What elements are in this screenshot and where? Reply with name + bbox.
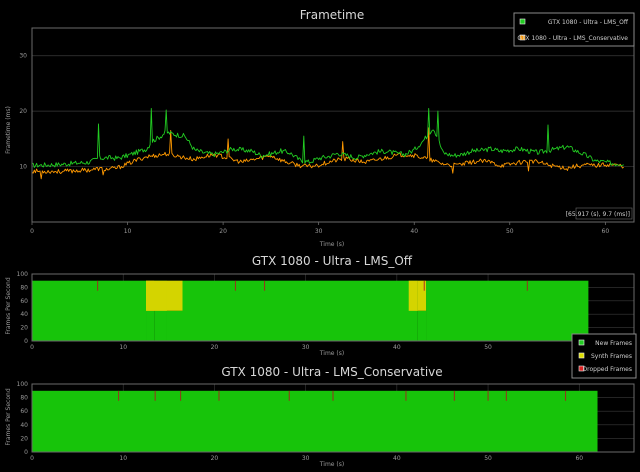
legend-label-dropped-frames: Dropped Frames: [583, 366, 632, 373]
series-lms-conservative-line: [31, 127, 624, 180]
lms-off-chart: GTX 1080 - Ultra - LMS_Off 0 10 20 30 40 50 0…: [5, 254, 635, 357]
legend-swatch-synth-frames: [578, 352, 585, 359]
lms-conservative-y-tick-label: 80: [20, 395, 28, 402]
frametime-y-tick-label: 10: [19, 164, 27, 171]
frametime-legend-box: [513, 12, 635, 47]
cursor-readout: [65.917 (s), 9.7 (ms)]: [566, 211, 630, 218]
lms-off-x-tick-label: 40: [393, 344, 401, 351]
cursor-readout-box: [575, 207, 633, 220]
frametime-x-tick-label: 50: [506, 228, 514, 235]
frametime-x-label: Time (s): [319, 241, 344, 248]
lms-off-new-frames-under-synth: [417, 310, 427, 341]
lms-off-y-tick-label: 0: [24, 338, 28, 345]
frametime-x-ticks: 0 10 20 30 40 50 60: [30, 222, 609, 235]
lms-off-y-label: Frames Per Second: [5, 277, 12, 334]
frametime-y-tick-label: 20: [19, 108, 27, 115]
legend-swatch-lms-off: [519, 18, 526, 25]
lms-off-x-tick-label: 0: [30, 344, 34, 351]
frametime-x-tick-label: 30: [315, 228, 323, 235]
frametime-legend: GTX 1080 - Ultra - LMS_Off GTX 1080 - Ul…: [513, 12, 635, 47]
lms-conservative-new-frames-area: [32, 390, 598, 452]
lms-conservative-area: [32, 390, 598, 452]
frametime-series: [31, 107, 624, 180]
lms-off-y-tick-label: 100: [17, 271, 29, 278]
lms-off-x-tick-label: 50: [484, 344, 492, 351]
frametime-y-ticks: 10 20 30: [19, 53, 27, 171]
legend-swatch-new-frames: [578, 339, 585, 346]
legend-swatch-dropped-frames: [578, 365, 585, 372]
lms-off-x-label: Time (s): [319, 350, 344, 357]
frametime-x-tick-label: 10: [124, 228, 132, 235]
lms-off-y-tick-label: 60: [20, 298, 28, 305]
lms-off-x-ticks: 0 10 20 30 40 50: [30, 344, 492, 351]
lms-conservative-x-tick-label: 60: [575, 455, 583, 462]
lms-conservative-x-tick-label: 30: [302, 455, 310, 462]
lms-conservative-y-label: Frames Per Second: [5, 388, 12, 445]
lms-off-x-tick-label: 30: [302, 344, 310, 351]
lms-conservative-plot-border: [31, 383, 635, 453]
legend-label-lms-off: GTX 1080 - Ultra - LMS_Off: [548, 19, 629, 26]
lms-off-plot-border: [31, 273, 635, 342]
lms-off-area: [32, 280, 589, 341]
lms-conservative-x-ticks: 0 10 20 30 40 50 60: [30, 455, 583, 462]
lms-conservative-y-tick-label: 0: [24, 449, 28, 456]
lms-conservative-y-tick-label: 40: [20, 422, 28, 429]
lms-off-y-tick-label: 80: [20, 284, 28, 291]
lms-off-synth-gap: [408, 280, 418, 311]
lms-conservative-chart: GTX 1080 - Ultra - LMS_Conservative 0 10 2…: [5, 365, 635, 468]
lms-off-new-frames-under-synth: [166, 310, 183, 341]
lms-off-new-frames-area: [32, 280, 589, 341]
frametime-x-tick-label: 0: [30, 228, 34, 235]
lms-conservative-x-tick-label: 10: [119, 455, 127, 462]
lms-conservative-x-tick-label: 0: [30, 455, 34, 462]
frametime-y-tick-label: 30: [19, 53, 27, 60]
lms-off-title: GTX 1080 - Ultra - LMS_Off: [252, 254, 413, 268]
legend-label-synth-frames: Synth Frames: [591, 353, 632, 360]
frame-type-legend: New Frames Synth Frames Dropped Frames: [571, 333, 637, 379]
lms-conservative-y-ticks: 0 20 40 60 80 100: [17, 381, 29, 456]
lms-conservative-x-label: Time (s): [319, 461, 344, 468]
lms-conservative-title: GTX 1080 - Ultra - LMS_Conservative: [221, 365, 442, 379]
legend-swatch-lms-conservative: [519, 34, 526, 41]
lms-off-x-tick-label: 10: [119, 344, 127, 351]
lms-off-y-tick-label: 40: [20, 311, 28, 318]
lms-conservative-y-tick-label: 20: [20, 435, 28, 442]
series-lms-off-line: [31, 107, 624, 168]
lms-off-synth-frames-region: [166, 280, 183, 311]
frametime-x-tick-label: 20: [219, 228, 227, 235]
frametime-title: Frametime: [300, 8, 365, 22]
frametime-x-tick-label: 60: [602, 228, 610, 235]
lms-off-new-frames-under-synth: [146, 310, 155, 341]
lms-off-x-tick-label: 20: [211, 344, 219, 351]
legend-label-new-frames: New Frames: [595, 340, 632, 347]
lms-conservative-x-tick-label: 50: [484, 455, 492, 462]
lms-off-synth-gap: [146, 280, 167, 311]
lms-off-y-ticks: 0 20 40 60 80 100: [17, 271, 29, 345]
frametime-x-tick-label: 40: [410, 228, 418, 235]
lms-conservative-x-tick-label: 20: [211, 455, 219, 462]
lms-off-y-tick-label: 20: [20, 325, 28, 332]
frametime-plot-border: [31, 27, 635, 223]
lms-off-synth-frames-region: [417, 280, 427, 311]
frametime-y-label: Frametime (ms): [5, 106, 12, 154]
lms-conservative-x-tick-label: 40: [393, 455, 401, 462]
lms-conservative-y-tick-label: 60: [20, 408, 28, 415]
frametime-grid: [32, 55, 634, 167]
lms-conservative-y-tick-label: 100: [17, 381, 29, 388]
legend-label-lms-conservative: GTX 1080 - Ultra - LMS_Conservative: [517, 35, 628, 42]
